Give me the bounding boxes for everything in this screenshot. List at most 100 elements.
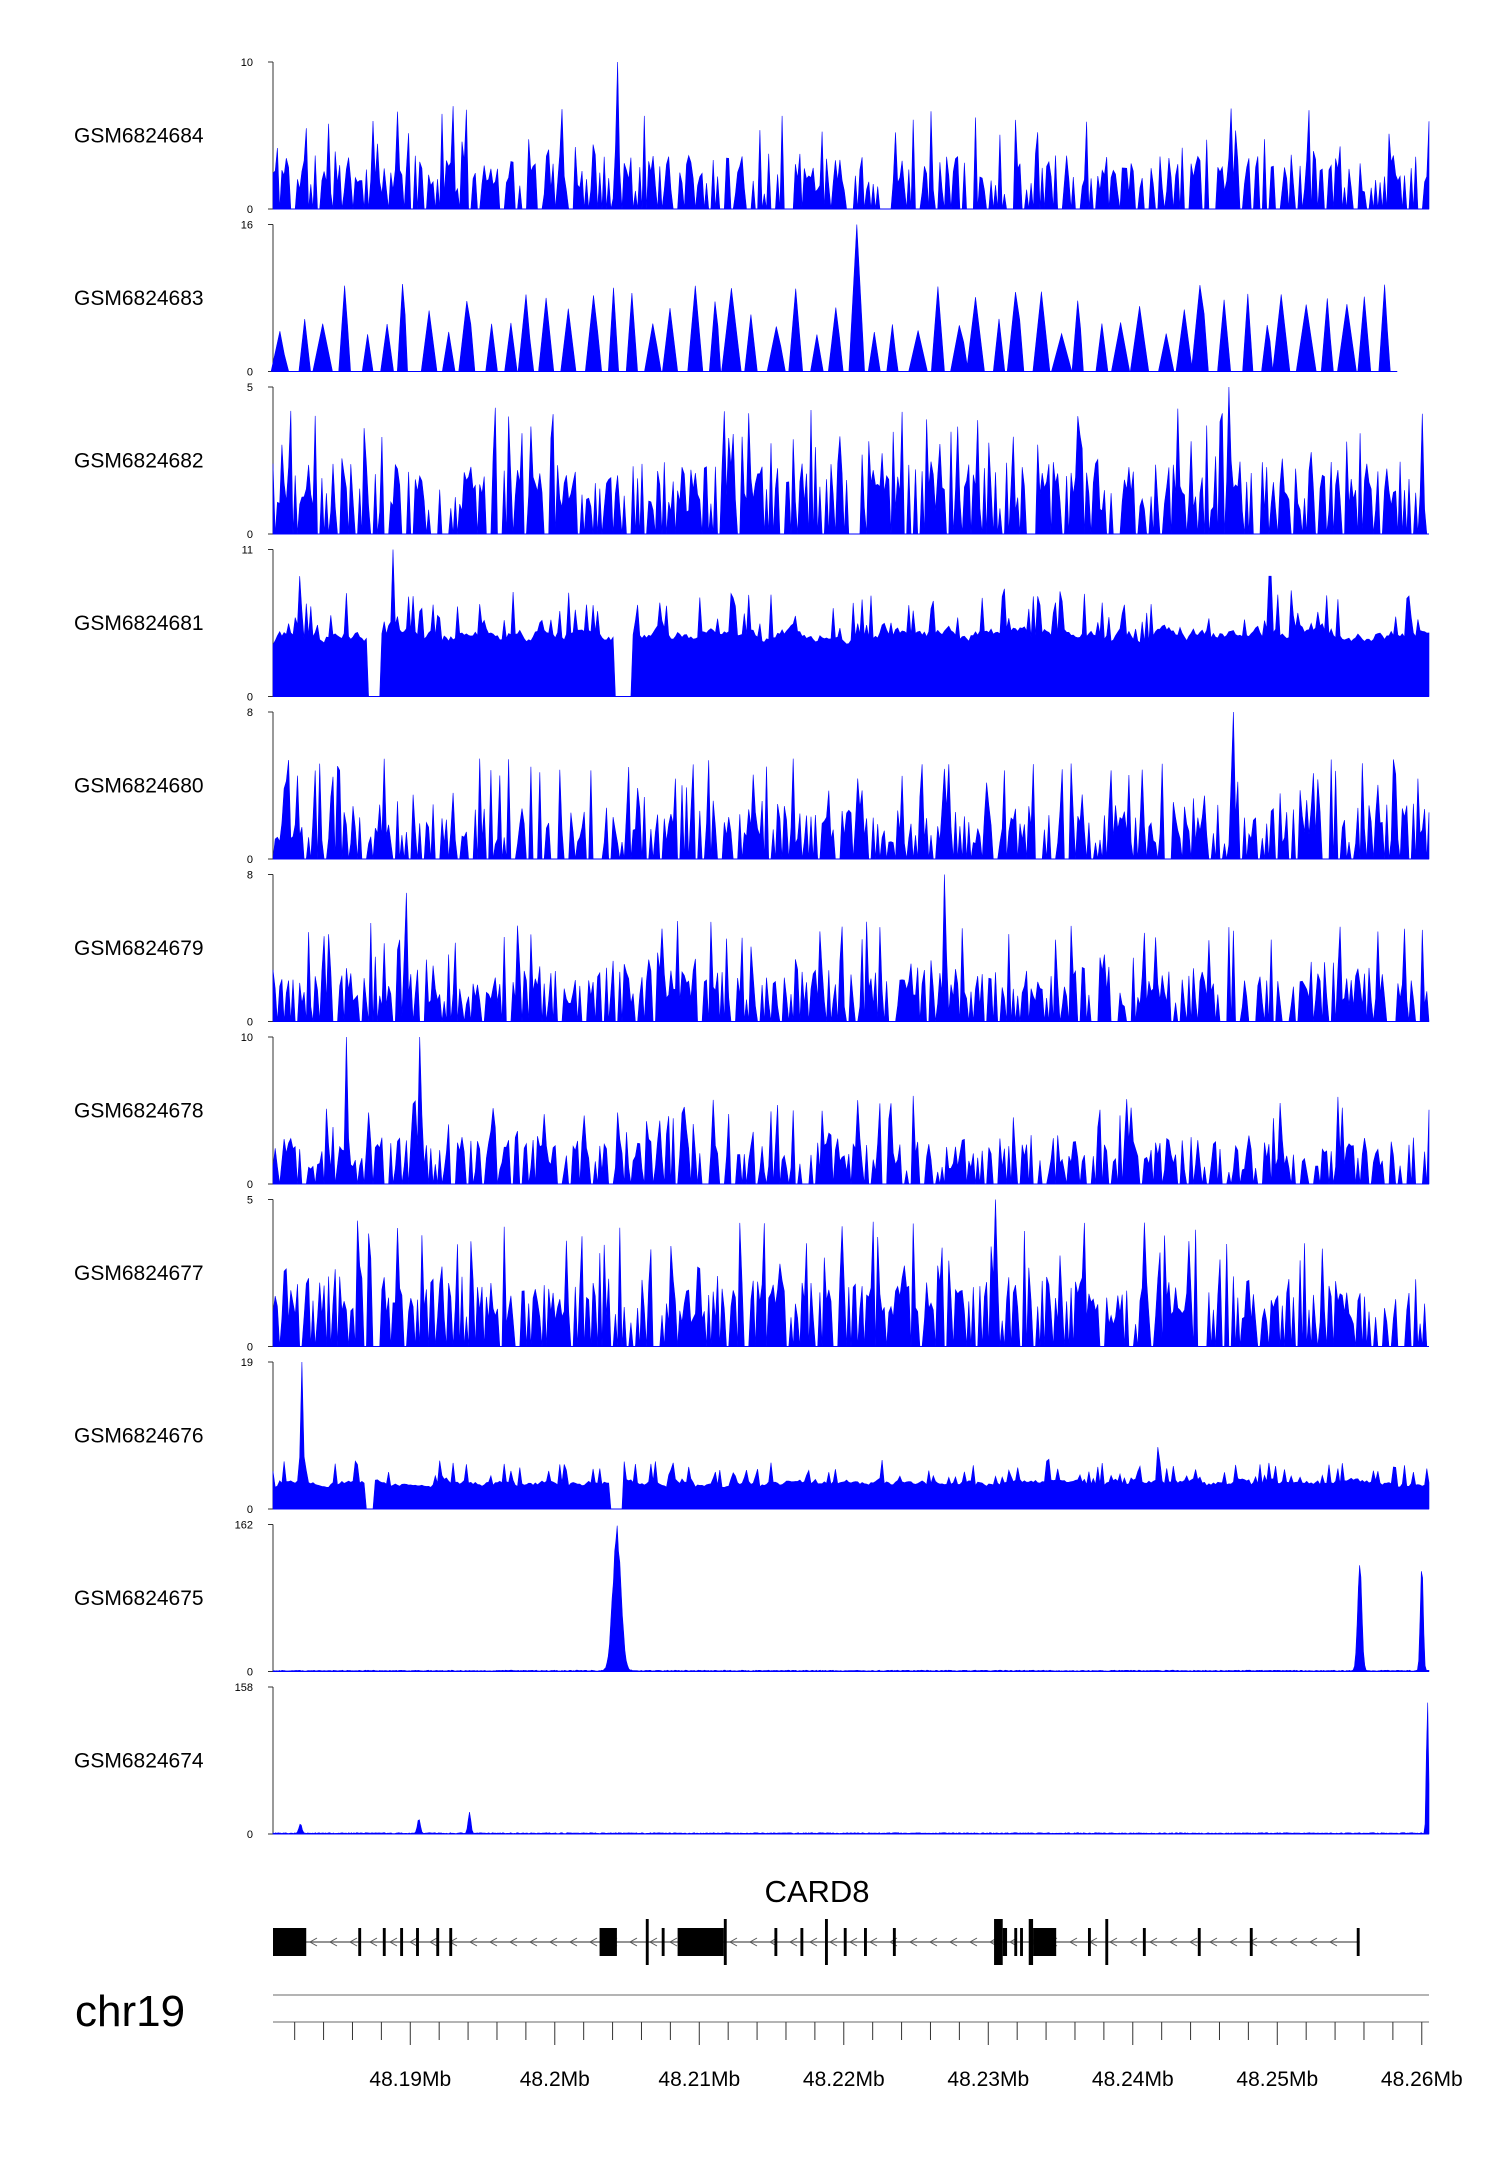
strand-arrow [908,1937,918,1947]
strand-arrow [328,1937,338,1947]
strand-arrow [1288,1937,1298,1947]
coverage-area [272,711,1430,860]
y-max-label: 162 [235,1520,253,1532]
y-min-label: 0 [247,854,253,866]
genome-axis-track: chr19 48.19Mb 48.2Mb 48.21Mb 48.22Mb 48.23Mb… [75,1987,1463,2091]
strand-arrow [1168,1937,1178,1947]
gene-exon [436,1928,440,1956]
strand-arrow [808,1937,818,1947]
track-label: GSM6824678 [74,1100,204,1123]
strand-arrow [928,1937,938,1947]
y-max-label: 10 [241,57,253,69]
gene-exon [1197,1928,1201,1956]
gene-exon-utr [1105,1919,1109,1965]
coverage-area [270,224,1398,372]
gene-exon [843,1928,847,1956]
strand-arrow [848,1937,858,1947]
gene-exon [864,1928,867,1956]
x-tick-label: 48.19Mb [369,2068,451,2091]
track-label: GSM6824674 [74,1750,204,1773]
gene-exon [449,1928,453,1956]
coverage-area [272,1702,1430,1835]
strand-arrow [1328,1937,1338,1947]
track-GSM6824680: GSM6824680 8 0 [74,707,1430,866]
track-GSM6824674: GSM6824674 158 0 [74,1682,1430,1841]
track-GSM6824679: GSM6824679 8 0 [74,870,1430,1029]
gene-exon-utr [824,1919,828,1965]
track-GSM6824677: GSM6824677 5 0 [74,1195,1429,1354]
chromosome-label: chr19 [75,1987,185,2036]
track-label: GSM6824677 [74,1262,204,1285]
strand-arrow [868,1937,878,1947]
coverage-area [272,874,1430,1022]
strand-arrow [1188,1937,1198,1947]
gene-exon [1356,1928,1360,1956]
track-label: GSM6824683 [74,287,204,310]
coverage-area [272,1361,1430,1510]
strand-arrow [828,1937,838,1947]
gene-exon [1020,1928,1023,1956]
track-label: GSM6824679 [74,937,204,960]
strand-arrow [948,1937,958,1947]
gene-name-label: CARD8 [764,1874,869,1909]
track-GSM6824684: GSM6824684 10 0 [74,57,1430,216]
track-label: GSM6824675 [74,1587,204,1610]
gene-exon [400,1928,404,1956]
x-tick-label: 48.2Mb [520,2068,590,2091]
y-min-label: 0 [247,1179,253,1191]
strand-arrow [748,1937,758,1947]
gene-exon [599,1928,617,1956]
coverage-area [272,1199,1429,1347]
coverage-area [272,1036,1430,1185]
track-label: GSM6824684 [74,125,204,148]
strand-arrow [568,1937,578,1947]
gene-exon [1014,1928,1018,1956]
y-max-label: 16 [241,220,253,232]
y-max-label: 8 [247,707,253,719]
x-tick-label: 48.23Mb [947,2068,1029,2091]
strand-arrow [788,1937,798,1947]
gene-exon [1087,1928,1091,1956]
gene-exon [661,1928,665,1956]
y-min-label: 0 [247,367,253,379]
gene-exon-utr [1028,1919,1034,1965]
y-max-label: 8 [247,870,253,882]
strand-arrow [308,1937,318,1947]
strand-arrow [1228,1937,1238,1947]
y-max-label: 5 [247,1195,253,1207]
strand-arrow [628,1937,638,1947]
strand-arrow [1148,1937,1158,1947]
gene-exon [677,1928,724,1956]
strand-arrow [508,1937,518,1947]
gene-exon [1002,1928,1008,1956]
strand-arrow [368,1937,378,1947]
strand-arrow [728,1937,738,1947]
coverage-area [272,386,1429,535]
track-GSM6824681: GSM6824681 11 0 [74,545,1430,704]
strand-arrow [548,1937,558,1947]
track-GSM6824678: GSM6824678 10 0 [74,1032,1430,1191]
gene-exon [1033,1928,1057,1956]
coverage-area [272,549,1430,697]
track-GSM6824675: GSM6824675 162 0 [74,1520,1430,1679]
track-GSM6824676: GSM6824676 19 0 [74,1357,1430,1516]
gene-exon [800,1928,804,1956]
strand-arrow [968,1937,978,1947]
track-GSM6824682: GSM6824682 5 0 [74,382,1429,541]
y-min-label: 0 [247,204,253,216]
gene-exon-utr [723,1919,727,1965]
gene-exon [1142,1928,1146,1956]
gene-exon [273,1928,307,1956]
y-min-label: 0 [247,1017,253,1029]
y-max-label: 10 [241,1032,253,1044]
coverage-area [272,1525,1430,1672]
strand-arrow [1268,1937,1278,1947]
y-min-label: 0 [247,529,253,541]
x-tick-label: 48.25Mb [1236,2068,1318,2091]
y-max-label: 5 [247,382,253,394]
strand-arrow [408,1937,418,1947]
strand-arrow [528,1937,538,1947]
track-label: GSM6824676 [74,1425,204,1448]
gene-exon [774,1928,778,1956]
